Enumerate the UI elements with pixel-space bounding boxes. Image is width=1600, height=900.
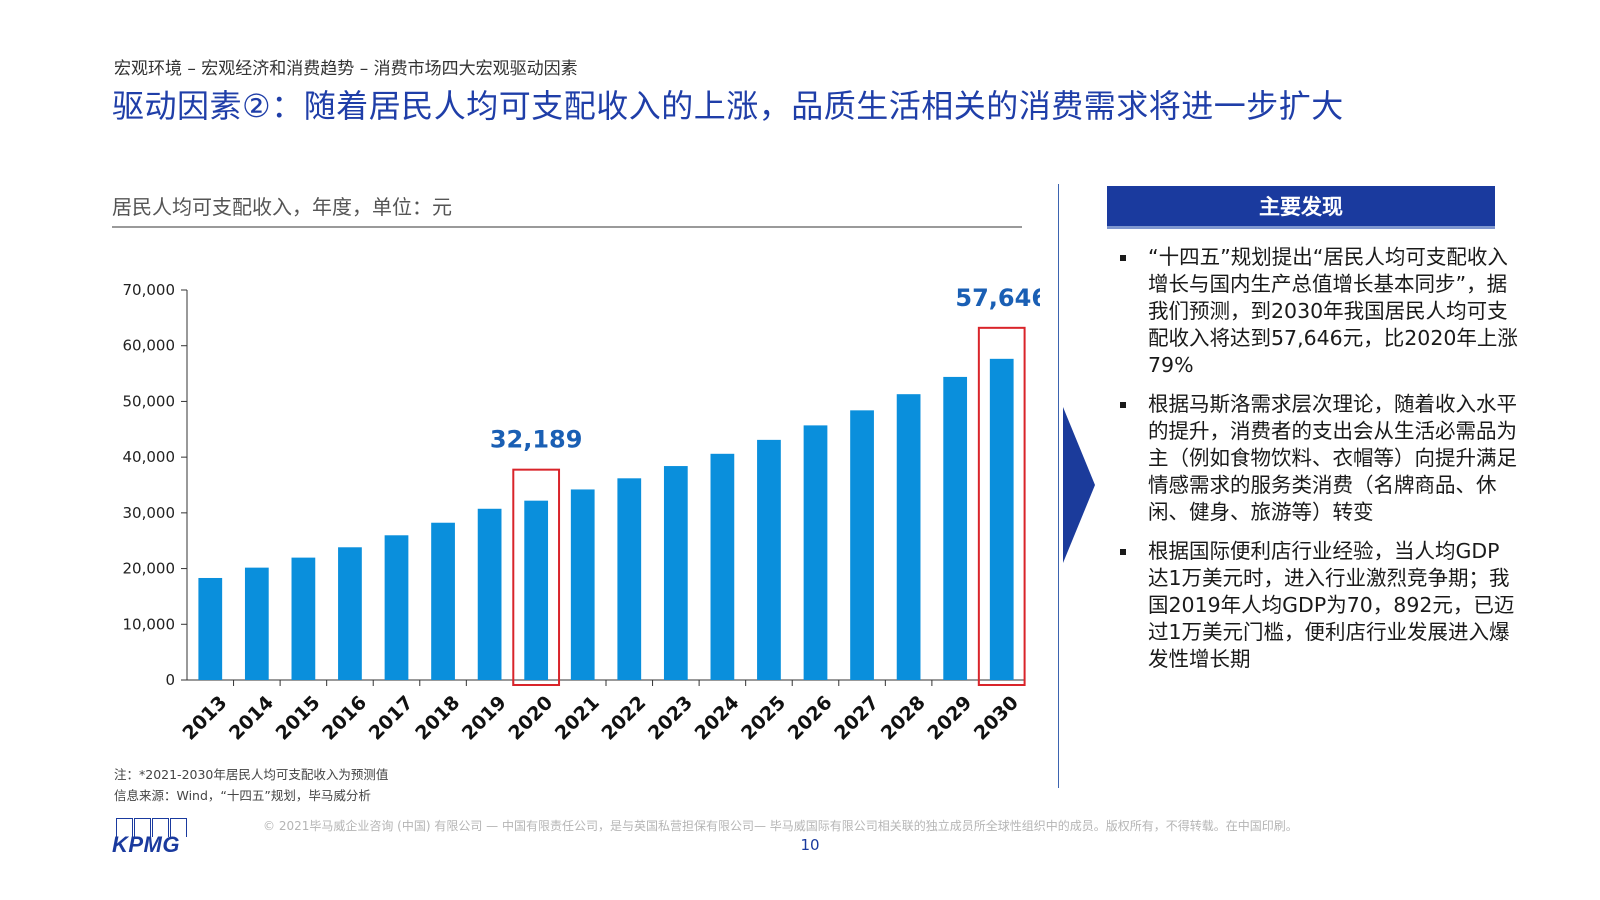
highlight-box bbox=[512, 468, 561, 686]
bar bbox=[896, 394, 921, 680]
bar bbox=[663, 466, 688, 680]
bullet-square-icon bbox=[1120, 402, 1126, 408]
bar bbox=[291, 557, 316, 680]
kpmg-logo: KPMG bbox=[112, 818, 202, 858]
findings-header: 主要发现 bbox=[1107, 186, 1495, 229]
x-tick-label: 2018 bbox=[411, 692, 464, 745]
data-label: 57,646 bbox=[955, 284, 1040, 312]
page-title: 驱动因素②：随着居民人均可支配收入的上涨，品质生活相关的消费需求将进一步扩大 bbox=[112, 87, 1344, 125]
finding-text: “十四五”规划提出“居民人均可支配收入增长与国内生产总值增长基本同步”，据我们预… bbox=[1148, 245, 1518, 377]
bar bbox=[943, 376, 968, 680]
bar bbox=[710, 453, 735, 680]
chart-title-rule bbox=[112, 226, 1022, 228]
y-tick-label: 30,000 bbox=[123, 504, 176, 522]
bar bbox=[524, 500, 549, 680]
y-tick-label: 20,000 bbox=[123, 560, 176, 578]
x-tick-label: 2024 bbox=[691, 692, 744, 745]
chart-note: 注：*2021-2030年居民人均可支配收入为预测值 bbox=[114, 767, 389, 782]
chart-source: 信息来源：Wind，“十四五”规划，毕马威分析 bbox=[114, 788, 371, 803]
bar bbox=[384, 535, 409, 680]
y-tick-label: 10,000 bbox=[123, 615, 176, 633]
x-tick-label: 2021 bbox=[551, 692, 604, 745]
x-tick-label: 2026 bbox=[784, 692, 837, 745]
bar bbox=[803, 425, 828, 680]
bar bbox=[757, 439, 781, 680]
bar bbox=[431, 522, 455, 680]
highlight-box bbox=[977, 326, 1026, 686]
y-tick-label: 70,000 bbox=[123, 281, 176, 299]
income-bar-chart: 0 10,000 20,000 30,000 40,000 50,000 60,000 70,… bbox=[123, 281, 1041, 745]
arrow-right-icon bbox=[1063, 407, 1095, 563]
x-tick-label: 2029 bbox=[923, 692, 976, 745]
x-tick-label: 2019 bbox=[458, 692, 511, 745]
x-tick-label: 2030 bbox=[970, 692, 1023, 745]
bar bbox=[338, 547, 362, 680]
logo-boxes bbox=[116, 818, 188, 841]
finding-text: 根据国际便利店行业经验，当人均GDP达1万美元时，进入行业激烈竞争期；我国201… bbox=[1148, 539, 1515, 671]
copyright-text: © 2021毕马威企业咨询 (中国) 有限公司 — 中国有限责任公司，是与英国私… bbox=[263, 819, 1298, 833]
y-tick-label: 60,000 bbox=[123, 337, 176, 355]
x-tick-label: 2023 bbox=[644, 692, 697, 745]
bar bbox=[477, 508, 502, 680]
y-tick-label: 40,000 bbox=[123, 448, 176, 466]
data-label: 32,189 bbox=[490, 426, 583, 454]
bar bbox=[989, 358, 1014, 680]
chart-title: 居民人均可支配收入，年度，单位：元 bbox=[112, 195, 452, 219]
bar bbox=[244, 567, 269, 680]
logo-text: KPMG bbox=[112, 832, 180, 857]
x-tick-label: 2013 bbox=[178, 692, 231, 745]
vertical-divider bbox=[1058, 184, 1059, 788]
bar bbox=[617, 478, 642, 680]
x-tick-label: 2022 bbox=[597, 692, 650, 745]
x-tick-label: 2017 bbox=[365, 692, 418, 745]
bullet-square-icon bbox=[1120, 255, 1126, 261]
bar bbox=[570, 489, 595, 680]
finding-item: “十四五”规划提出“居民人均可支配收入增长与国内生产总值增长基本同步”，据我们预… bbox=[1110, 244, 1520, 379]
x-tick-label: 2016 bbox=[318, 692, 371, 745]
bar bbox=[850, 410, 874, 680]
x-tick-label: 2025 bbox=[737, 692, 790, 745]
finding-item: 根据国际便利店行业经验，当人均GDP达1万美元时，进入行业激烈竞争期；我国201… bbox=[1110, 538, 1520, 673]
x-tick-label: 2015 bbox=[272, 692, 325, 745]
finding-text: 根据马斯洛需求层次理论，随着收入水平的提升，消费者的支出会从生活必需品为主（例如… bbox=[1148, 392, 1517, 524]
breadcrumb: 宏观环境 – 宏观经济和消费趋势 – 消费市场四大宏观驱动因素 bbox=[114, 59, 578, 79]
x-tick-label: 2020 bbox=[504, 692, 557, 745]
x-tick-label: 2028 bbox=[877, 692, 930, 745]
x-tick-label: 2027 bbox=[830, 692, 883, 745]
bullet-square-icon bbox=[1120, 549, 1126, 555]
x-tick-label: 2014 bbox=[225, 692, 278, 745]
y-tick-label: 50,000 bbox=[123, 392, 176, 410]
page-number: 10 bbox=[800, 836, 820, 854]
finding-item: 根据马斯洛需求层次理论，随着收入水平的提升，消费者的支出会从生活必需品为主（例如… bbox=[1110, 391, 1520, 526]
y-tick-label: 0 bbox=[165, 671, 175, 689]
bar bbox=[198, 577, 223, 680]
findings-list: “十四五”规划提出“居民人均可支配收入增长与国内生产总值增长基本同步”，据我们预… bbox=[1110, 244, 1520, 685]
